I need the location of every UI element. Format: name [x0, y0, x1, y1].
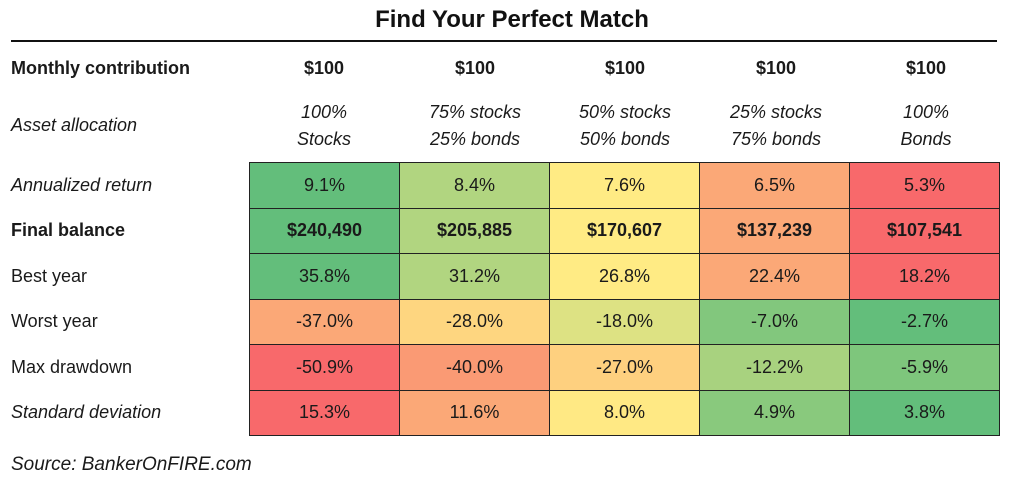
contribution-value: $100	[454, 58, 496, 78]
table-cell: 6.5%	[699, 162, 850, 209]
table-cell: 5.3%	[849, 162, 1000, 209]
contribution-value: $100	[755, 58, 797, 78]
table-cell: 11.6%	[399, 389, 550, 436]
allocation-line: Bonds	[900, 129, 952, 149]
allocation-line: 25% stocks	[729, 102, 823, 122]
contribution-value: $100	[905, 58, 947, 78]
table-cell: 26.8%	[549, 253, 700, 300]
table-cell: -2.7%	[849, 298, 1000, 345]
heatmap-table: 9.1% 8.4% 7.6% 6.5% 5.3% $240,490 $205,8…	[249, 162, 1000, 436]
table-cell: 15.3%	[249, 389, 400, 436]
allocation-line: 100%	[300, 102, 348, 122]
table-cell: -28.0%	[399, 298, 550, 345]
table-row: -37.0% -28.0% -18.0% -7.0% -2.7%	[249, 298, 1000, 345]
row-label-max-drawdown: Max drawdown	[11, 357, 133, 377]
table-row: 9.1% 8.4% 7.6% 6.5% 5.3%	[249, 162, 1000, 209]
table-cell: -40.0%	[399, 344, 550, 391]
row-label-annualized-return: Annualized return	[11, 175, 153, 195]
source-note: Source: BankerOnFIRE.com	[11, 454, 252, 475]
table-cell: 7.6%	[549, 162, 700, 209]
contribution-value: $100	[303, 58, 345, 78]
page-title: Find Your Perfect Match	[375, 6, 649, 33]
row-label-worst-year: Worst year	[11, 311, 98, 331]
row-label-final-balance: Final balance	[11, 220, 126, 240]
table-row: -50.9% -40.0% -27.0% -12.2% -5.9%	[249, 344, 1000, 391]
table-cell: $137,239	[699, 207, 850, 254]
table-row: $240,490 $205,885 $170,607 $137,239 $107…	[249, 207, 1000, 254]
allocation-line: 25% bonds	[429, 129, 521, 149]
allocation-line: 50% bonds	[579, 129, 671, 149]
table-cell: 3.8%	[849, 389, 1000, 436]
table-cell: 8.0%	[549, 389, 700, 436]
table-cell: $205,885	[399, 207, 550, 254]
table-cell: -50.9%	[249, 344, 400, 391]
contribution-value: $100	[604, 58, 646, 78]
table-cell: -5.9%	[849, 344, 1000, 391]
allocation-label: Asset allocation	[11, 115, 138, 135]
table-row: 15.3% 11.6% 8.0% 4.9% 3.8%	[249, 389, 1000, 436]
allocation-value: 25% stocks 75% bonds	[701, 99, 851, 153]
table-cell: $170,607	[549, 207, 700, 254]
allocation-value: 50% stocks 50% bonds	[550, 99, 700, 153]
table-cell: -18.0%	[549, 298, 700, 345]
table-cell: 9.1%	[249, 162, 400, 209]
allocation-value: 100% Stocks	[249, 99, 399, 153]
row-label-standard-deviation: Standard deviation	[11, 402, 162, 422]
table-cell: -37.0%	[249, 298, 400, 345]
table-cell: 4.9%	[699, 389, 850, 436]
allocation-line: Stocks	[296, 129, 352, 149]
table-cell: -12.2%	[699, 344, 850, 391]
allocation-line: 100%	[902, 102, 950, 122]
allocation-line: 75% stocks	[428, 102, 522, 122]
allocation-value: 100% Bonds	[851, 99, 1001, 153]
table-cell: 31.2%	[399, 253, 550, 300]
allocation-value: 75% stocks 25% bonds	[400, 99, 550, 153]
table-row: 35.8% 31.2% 26.8% 22.4% 18.2%	[249, 253, 1000, 300]
table-cell: 35.8%	[249, 253, 400, 300]
table-cell: 22.4%	[699, 253, 850, 300]
table-cell: 8.4%	[399, 162, 550, 209]
row-label-best-year: Best year	[11, 266, 88, 286]
title-divider	[11, 40, 997, 42]
table-cell: $107,541	[849, 207, 1000, 254]
table-cell: -27.0%	[549, 344, 700, 391]
table-cell: 18.2%	[849, 253, 1000, 300]
table-cell: $240,490	[249, 207, 400, 254]
allocation-line: 50% stocks	[578, 102, 672, 122]
allocation-line: 75% bonds	[730, 129, 822, 149]
table-cell: -7.0%	[699, 298, 850, 345]
contribution-label: Monthly contribution	[11, 58, 190, 78]
